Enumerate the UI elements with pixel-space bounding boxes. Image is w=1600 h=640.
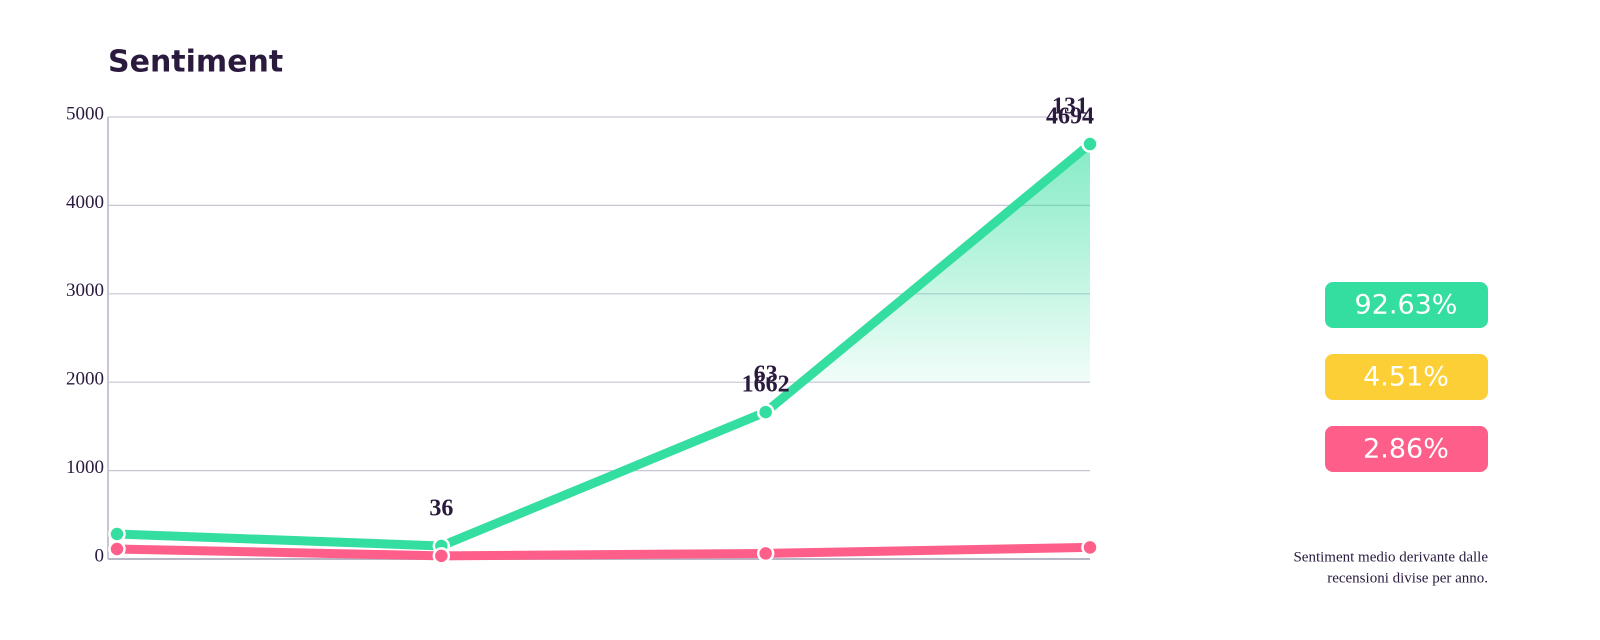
badge-label: 4.51% <box>1363 362 1449 393</box>
note: recensioni divise per anno. <box>1327 570 1488 586</box>
point <box>432 547 451 565</box>
y-tick-label: 2000 <box>66 369 104 390</box>
line <box>116 542 1091 561</box>
y-tick-label: 4000 <box>66 192 104 213</box>
point <box>1081 538 1099 557</box>
badge-label: 2.86% <box>1363 434 1449 465</box>
data-label: 63 <box>754 362 778 388</box>
chart-title: Sentiment <box>108 45 283 80</box>
data-label: 36 <box>429 496 453 522</box>
badge-label: 92.63% <box>1355 290 1458 321</box>
data-label: 131 <box>1052 94 1088 120</box>
line <box>116 140 1093 551</box>
data-label: 4694 <box>1046 104 1094 130</box>
y-tick-label: 0 <box>95 545 105 566</box>
point <box>1081 135 1099 153</box>
point <box>756 403 775 421</box>
data-label: 1662 <box>742 372 790 398</box>
badge <box>1325 426 1488 472</box>
point <box>108 540 126 558</box>
y-tick-label: 1000 <box>66 457 104 478</box>
badge <box>1325 354 1488 400</box>
y-tick-label: 3000 <box>66 280 104 301</box>
note: Sentiment medio derivante dalle <box>1293 549 1488 565</box>
y-tick-label: 5000 <box>66 103 104 124</box>
badge <box>1325 282 1488 328</box>
point <box>756 544 775 563</box>
point <box>108 525 126 543</box>
